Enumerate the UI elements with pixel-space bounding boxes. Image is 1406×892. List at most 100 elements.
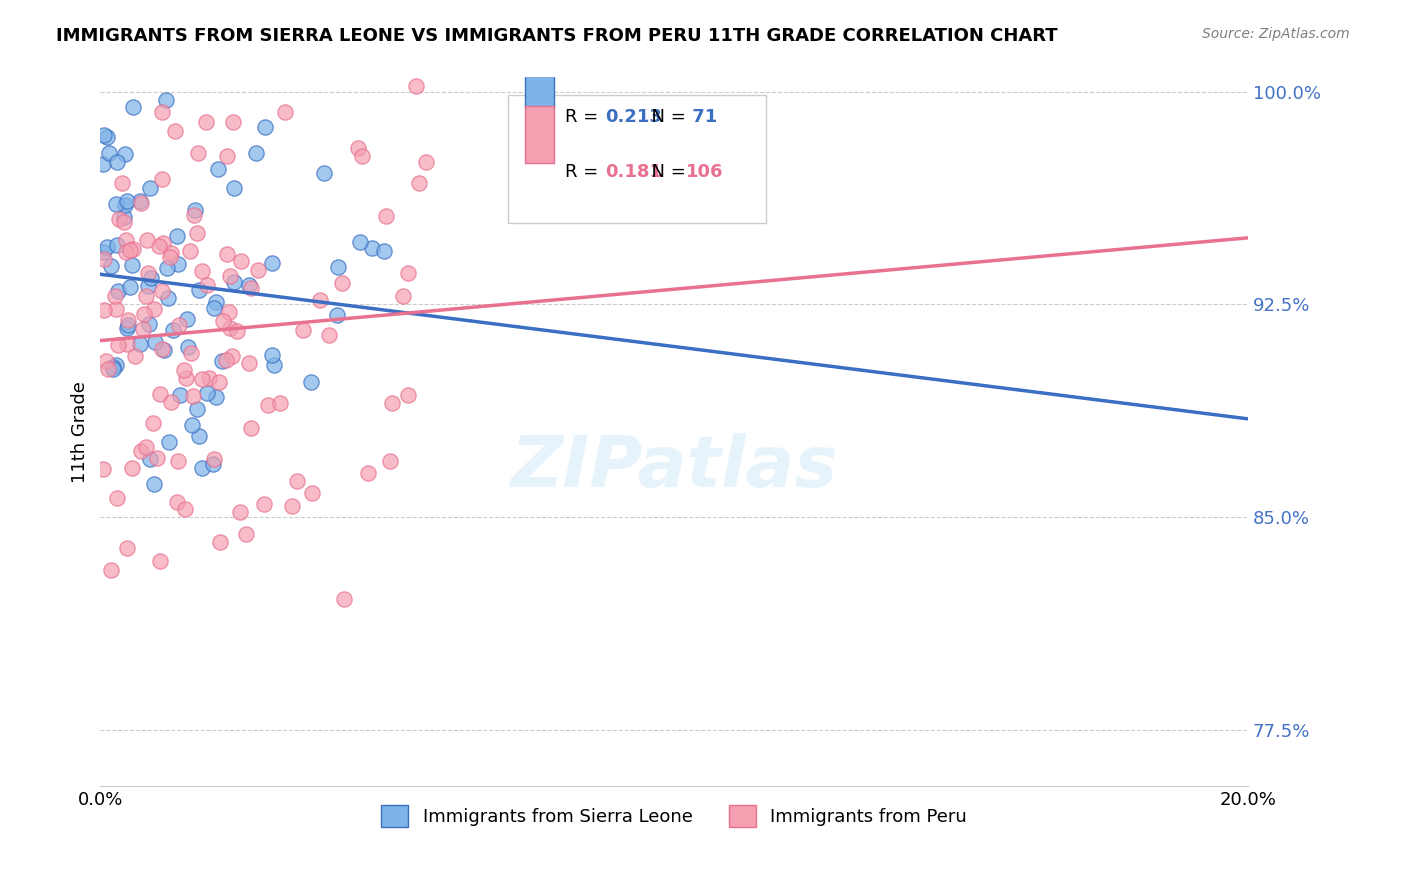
Bar xyxy=(524,106,554,162)
Immigrants from Peru xyxy=(104,289,127,303)
Immigrants from Sierra Leone xyxy=(104,358,127,372)
Immigrants from Peru xyxy=(115,244,138,259)
Immigrants from Peru xyxy=(149,554,172,568)
Immigrants from Peru xyxy=(160,246,183,260)
Immigrants from Sierra Leone xyxy=(224,276,246,290)
Immigrants from Peru xyxy=(112,215,135,229)
Immigrants from Peru xyxy=(204,451,226,466)
Immigrants from Peru xyxy=(374,209,396,223)
Immigrants from Sierra Leone xyxy=(301,375,323,389)
Immigrants from Peru xyxy=(197,277,219,292)
Text: 0.213: 0.213 xyxy=(605,103,657,120)
Immigrants from Peru xyxy=(221,349,243,363)
Immigrants from Peru xyxy=(239,280,262,294)
Immigrants from Sierra Leone xyxy=(139,271,162,285)
Immigrants from Sierra Leone xyxy=(104,197,127,211)
Immigrants from Sierra Leone xyxy=(326,308,349,322)
Immigrants from Peru xyxy=(257,398,280,412)
Immigrants from Sierra Leone xyxy=(184,202,207,217)
Immigrants from Sierra Leone xyxy=(129,194,152,208)
Text: IMMIGRANTS FROM SIERRA LEONE VS IMMIGRANTS FROM PERU 11TH GRADE CORRELATION CHAR: IMMIGRANTS FROM SIERRA LEONE VS IMMIGRAN… xyxy=(56,27,1057,45)
Immigrants from Peru xyxy=(104,301,127,316)
Immigrants from Peru xyxy=(405,78,427,93)
Immigrants from Peru xyxy=(378,454,401,468)
Y-axis label: 11th Grade: 11th Grade xyxy=(72,381,89,483)
Immigrants from Peru xyxy=(229,505,252,519)
Immigrants from Peru xyxy=(124,349,146,363)
Immigrants from Sierra Leone xyxy=(117,318,139,333)
Immigrants from Sierra Leone xyxy=(166,229,188,244)
Immigrants from Sierra Leone xyxy=(201,457,224,471)
Immigrants from Sierra Leone xyxy=(187,429,209,443)
Immigrants from Peru xyxy=(150,284,173,298)
Text: R =: R = xyxy=(565,108,605,126)
Immigrants from Peru xyxy=(217,149,239,163)
Immigrants from Sierra Leone xyxy=(195,386,218,401)
Immigrants from Sierra Leone xyxy=(238,277,260,292)
Immigrants from Peru xyxy=(180,346,202,360)
Immigrants from Sierra Leone xyxy=(96,130,118,145)
Immigrants from Peru xyxy=(136,233,159,247)
Immigrants from Sierra Leone xyxy=(112,210,135,224)
Immigrants from Sierra Leone xyxy=(101,359,124,374)
Immigrants from Peru xyxy=(280,499,302,513)
Immigrants from Peru xyxy=(218,304,240,318)
Immigrants from Peru xyxy=(215,247,238,261)
Immigrants from Peru xyxy=(350,148,373,162)
Immigrants from Sierra Leone xyxy=(114,198,136,212)
Immigrants from Peru xyxy=(222,115,245,129)
Immigrants from Sierra Leone xyxy=(312,166,335,180)
Immigrants from Peru xyxy=(253,497,276,511)
Text: 106: 106 xyxy=(703,152,737,169)
Immigrants from Sierra Leone xyxy=(143,476,166,491)
Text: 71: 71 xyxy=(686,108,717,126)
Immigrants from Peru xyxy=(330,276,353,290)
Immigrants from Sierra Leone xyxy=(360,241,382,255)
Immigrants from Peru xyxy=(115,337,138,351)
Immigrants from Sierra Leone xyxy=(143,335,166,350)
Immigrants from Sierra Leone xyxy=(157,291,180,305)
Immigrants from Sierra Leone xyxy=(107,285,129,299)
Immigrants from Sierra Leone xyxy=(224,181,246,195)
Immigrants from Sierra Leone xyxy=(254,120,277,134)
Immigrants from Peru xyxy=(150,342,173,356)
Immigrants from Peru xyxy=(105,491,128,506)
Immigrants from Peru xyxy=(408,176,430,190)
Immigrants from Sierra Leone xyxy=(166,257,188,271)
Text: 0.181: 0.181 xyxy=(605,152,657,169)
Immigrants from Peru xyxy=(166,494,188,508)
Immigrants from Sierra Leone xyxy=(128,337,150,351)
Immigrants from Peru xyxy=(207,375,229,389)
Immigrants from Peru xyxy=(211,314,233,328)
Immigrants from Sierra Leone xyxy=(188,283,211,297)
Immigrants from Peru xyxy=(166,454,188,468)
Immigrants from Peru xyxy=(165,124,187,138)
FancyBboxPatch shape xyxy=(508,95,766,223)
Immigrants from Peru xyxy=(333,591,356,606)
Immigrants from Sierra Leone xyxy=(105,155,128,169)
Immigrants from Sierra Leone xyxy=(162,323,184,337)
Immigrants from Sierra Leone xyxy=(245,146,267,161)
Immigrants from Sierra Leone xyxy=(139,181,162,195)
Immigrants from Sierra Leone xyxy=(155,93,177,107)
Immigrants from Peru xyxy=(159,250,181,264)
Immigrants from Sierra Leone xyxy=(91,157,114,171)
Immigrants from Peru xyxy=(229,254,252,268)
Immigrants from Sierra Leone xyxy=(176,311,198,326)
Text: 0.213: 0.213 xyxy=(605,108,662,126)
Immigrants from Peru xyxy=(93,461,115,475)
Text: R =: R = xyxy=(565,162,605,180)
Immigrants from Peru xyxy=(396,266,419,280)
Immigrants from Peru xyxy=(97,361,120,376)
Immigrants from Peru xyxy=(167,318,190,333)
Immigrants from Peru xyxy=(183,208,205,222)
Immigrants from Sierra Leone xyxy=(93,128,115,142)
Immigrants from Sierra Leone xyxy=(115,320,138,334)
Immigrants from Peru xyxy=(131,322,153,336)
Immigrants from Peru xyxy=(396,388,419,402)
Immigrants from Sierra Leone xyxy=(155,261,177,276)
Text: Source: ZipAtlas.com: Source: ZipAtlas.com xyxy=(1202,27,1350,41)
Immigrants from Sierra Leone xyxy=(159,434,181,449)
Immigrants from Sierra Leone xyxy=(91,244,114,259)
Immigrants from Sierra Leone xyxy=(105,238,128,252)
